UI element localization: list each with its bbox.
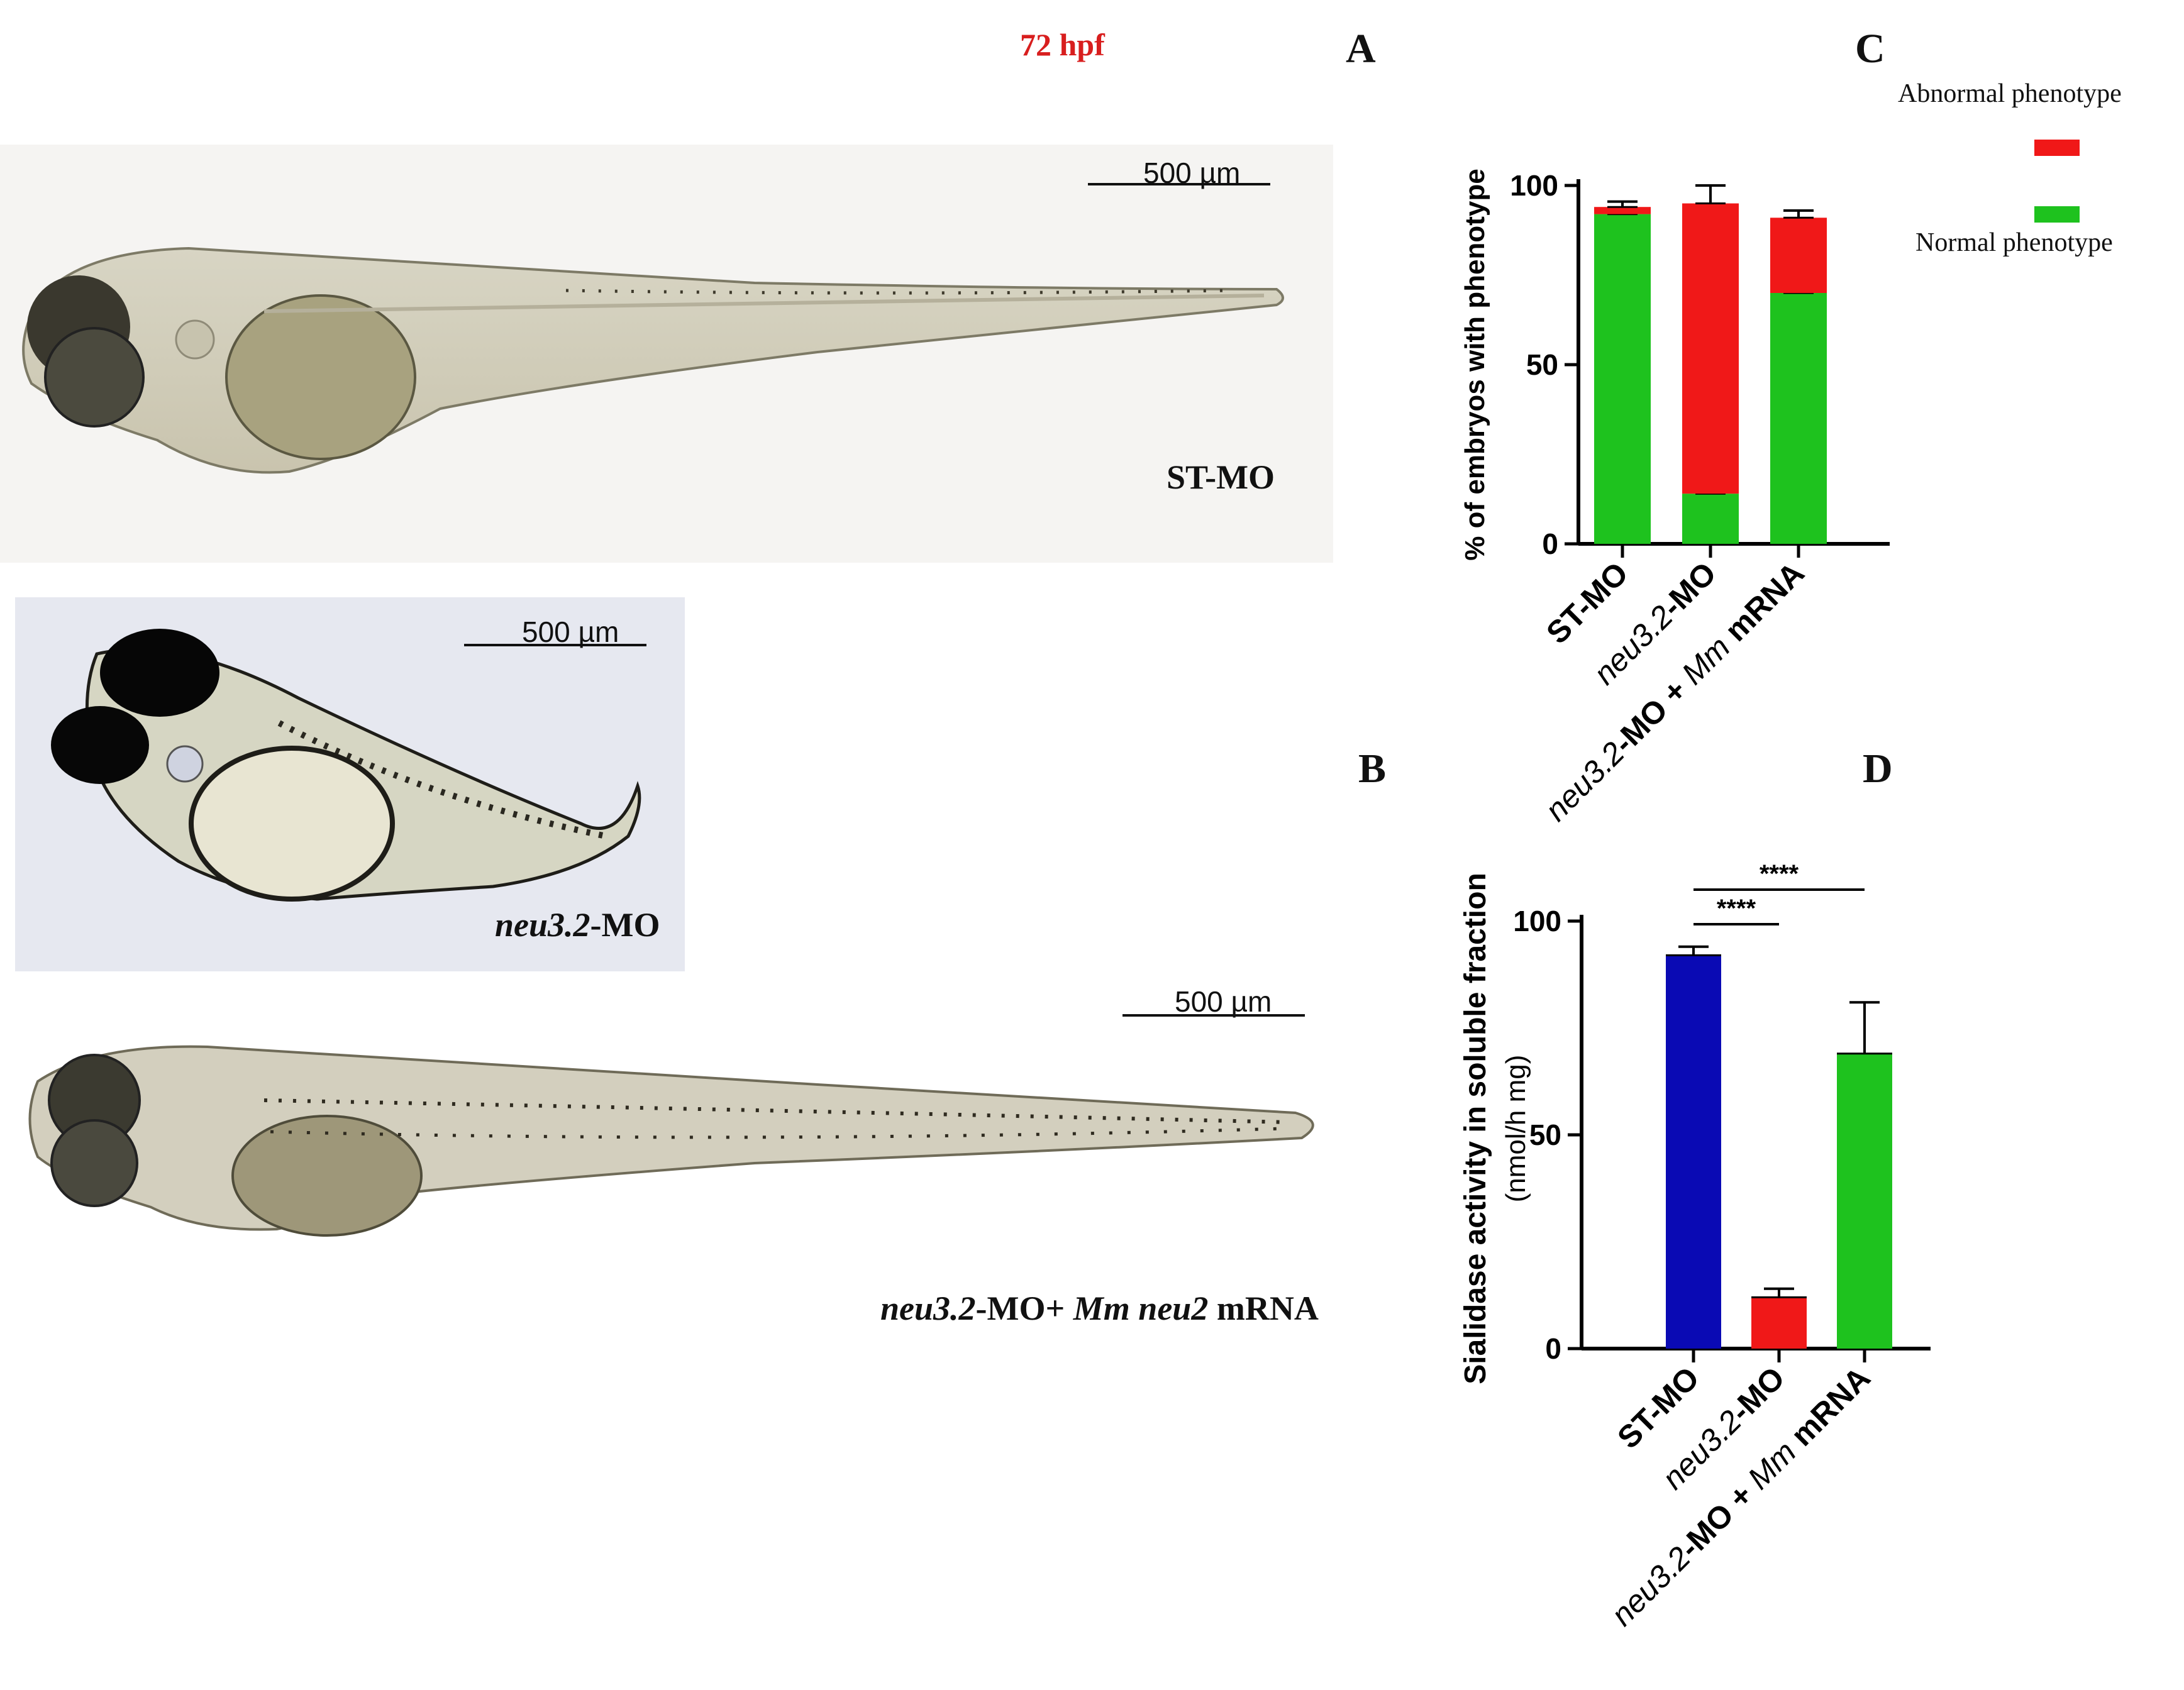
chart-d-xlabel-2-part-0: neu3.2 [1604, 1540, 1697, 1633]
panel-letter-c: C [1855, 26, 1885, 72]
larva-neu-mo-image [51, 629, 641, 902]
scale-label-neu-mo: 500 µm [522, 616, 619, 648]
rescue-gene-2: Mm neu2 [1073, 1290, 1209, 1327]
chart-d-ytick-label-0: 0 [1545, 1332, 1561, 1365]
chart-c-ytick-label-0: 0 [1542, 527, 1558, 560]
condition-label-rescue: neu3.2-MO+ Mm neu2 mRNA [880, 1289, 1319, 1328]
chart-d-bar-1 [1751, 1297, 1807, 1349]
chart-c-ylabel: % of embryos with phenotype [1460, 168, 1490, 560]
larva-photo-st-mo [0, 145, 1333, 563]
chart-c-bar-2-1 [1770, 218, 1827, 293]
legend-swatch-normal [2034, 206, 2080, 223]
chart-c-ytick-label-2: 100 [1510, 169, 1558, 202]
chart-d: 0 50 100 Sialidase activity in soluble frac… [1459, 860, 1931, 1633]
chart-d-bar-2 [1837, 1053, 1892, 1349]
chart-c-bar-1-0 [1682, 494, 1739, 544]
chart-d-ytick-label-2: 100 [1513, 905, 1561, 937]
chart-c-bar-0-1 [1594, 207, 1651, 214]
chart-d-sig-label-1: **** [1760, 860, 1799, 888]
scale-label-st-mo: 500 µm [1143, 157, 1241, 189]
scale-bar-neu-mo [464, 644, 646, 646]
chart-d-ylabel-unit: (nmol/h mg) [1500, 1055, 1531, 1203]
chart-d-ylabel: Sialidase activity in soluble fraction [1459, 873, 1492, 1384]
larva-st-mo-image [22, 246, 1284, 474]
legend-swatch-abnormal [2034, 140, 2080, 156]
chart-c-ytick-label-1: 50 [1526, 348, 1558, 381]
chart-d-bar-0 [1666, 955, 1721, 1349]
larva-photo-neu-mo [15, 597, 685, 971]
chart-c-xlabel-2-part-3: mRNA [1712, 555, 1810, 654]
legend-title-abnormal: Abnormal phenotype [1898, 79, 2122, 108]
chart-d-xlabel-2-part-3: mRNA [1778, 1360, 1876, 1459]
scale-bar-rescue [1122, 1014, 1305, 1017]
panel-letter-b: B [1358, 746, 1387, 792]
scale-bar-st-mo [1088, 183, 1270, 185]
chart-c-bar-2-0 [1770, 293, 1827, 544]
condition-suffix-neu-mo: -MO [590, 906, 660, 944]
panel-letter-d: D [1863, 746, 1893, 792]
rescue-part-2: -MO+ [975, 1290, 1073, 1327]
larva-rescue-image [28, 1045, 1314, 1237]
rescue-part-4: mRNA [1208, 1290, 1319, 1327]
chart-c-xlabel-2-part-0: neu3.2 [1538, 735, 1631, 828]
chart-d-ytick-label-1: 50 [1529, 1118, 1561, 1151]
condition-label-st-mo: ST-MO [1167, 458, 1275, 496]
chart-c-bar-1-1 [1682, 203, 1739, 494]
condition-gene-neu-mo: neu3.2 [495, 906, 590, 944]
condition-label-neu-mo: neu3.2-MO [495, 905, 660, 944]
chart-d-sig-label-0: **** [1717, 895, 1756, 922]
chart-c-bar-0-0 [1594, 214, 1651, 544]
scale-label-rescue: 500 µm [1175, 985, 1272, 1018]
timepoint-label: 72 hpf [1020, 27, 1105, 62]
legend-title-normal: Normal phenotype [1915, 228, 2113, 257]
larva-photo-rescue [0, 1012, 1346, 1276]
panel-letter-a: A [1346, 26, 1376, 72]
rescue-gene-1: neu3.2 [880, 1290, 976, 1327]
